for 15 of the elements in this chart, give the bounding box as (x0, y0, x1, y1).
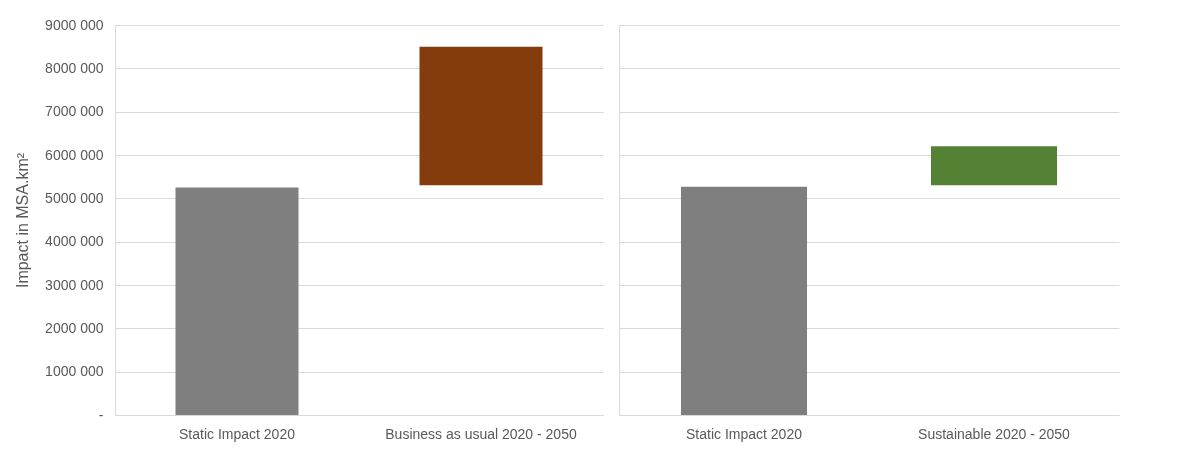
y-tick-label: 1000 000 (45, 363, 104, 380)
y-tick-label: 3000 000 (45, 276, 104, 293)
x-tick-label: Business as usual 2020 - 2050 (385, 425, 577, 442)
y-tick-label: 8000 000 (45, 59, 104, 76)
y-tick-label: 5000 000 (45, 189, 104, 206)
y-tick-label: 4000 000 (45, 233, 104, 250)
y-tick-label: 2000 000 (45, 319, 104, 336)
y-axis-title: Impact in MSA.km² (14, 152, 32, 289)
x-tick-label: Static Impact 2020 (179, 425, 296, 442)
x-tick-label: Static Impact 2020 (686, 425, 803, 442)
x-tick-label: Sustainable 2020 - 2050 (918, 425, 1071, 442)
y-tick-label: - (98, 406, 104, 423)
y-tick-label: 7000 000 (45, 103, 104, 120)
y-tick-label: 9000 000 (45, 16, 104, 33)
y-tick-label: 6000 000 (45, 146, 104, 163)
